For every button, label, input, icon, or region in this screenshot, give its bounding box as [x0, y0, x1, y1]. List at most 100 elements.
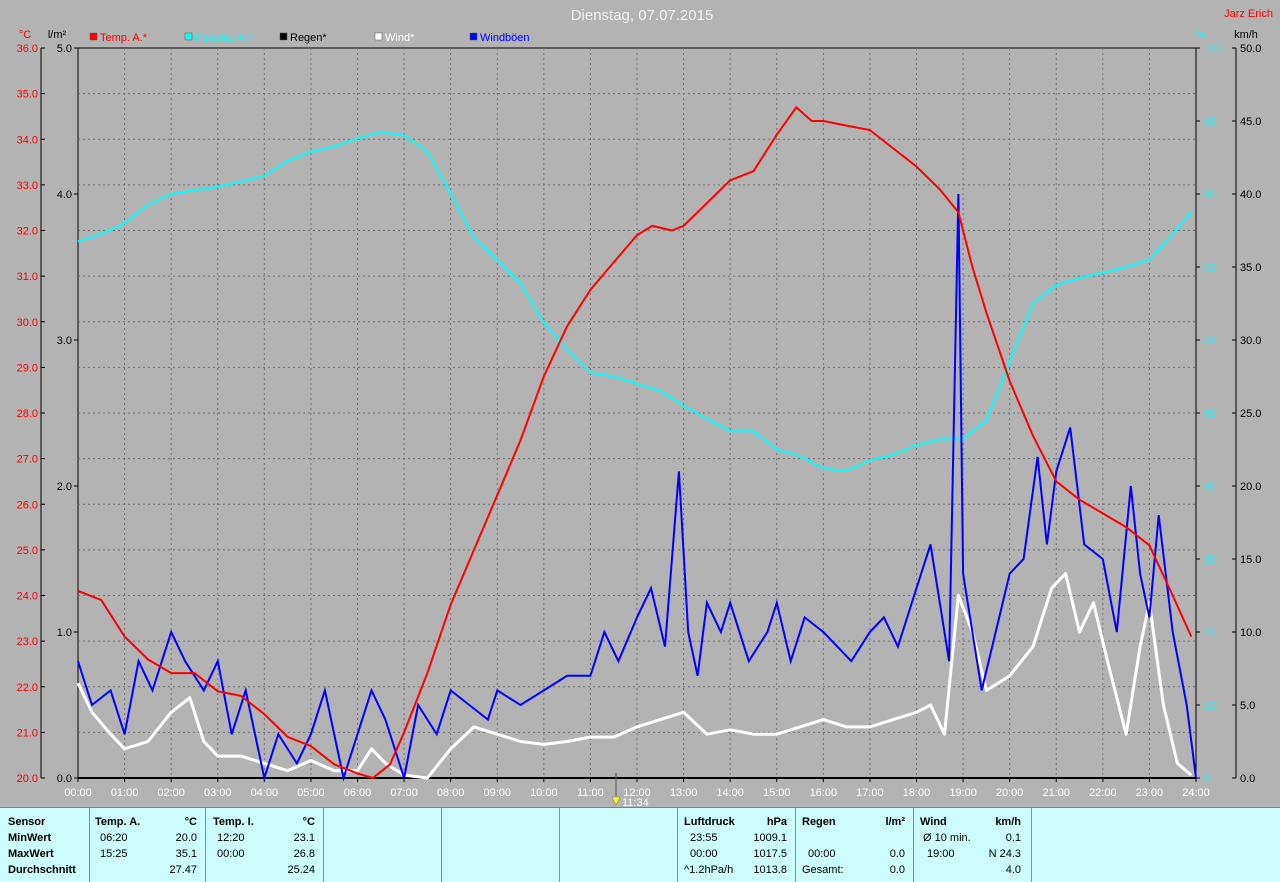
time-axis: 00:00 01:00 02:00 03:00 04:00 05:00 06:00 07:00… — [64, 778, 1210, 799]
temp-tick-label: 35.0 — [17, 89, 38, 101]
time-tick-label: 24:00 — [1182, 787, 1210, 799]
time-marker-label: 11:34 — [622, 797, 649, 807]
time-tick-label: 02:00 — [157, 787, 185, 799]
rain-tick-label: 3.0 — [57, 335, 72, 347]
wind-tick-label: 15.0 — [1240, 554, 1261, 566]
row-labels-column: Sensor MinWert MaxWert Durchschnitt — [0, 808, 90, 882]
time-tick-label: 12:00 — [623, 787, 651, 799]
author-label: Jarz Erich — [1224, 8, 1273, 20]
row-label-avg: Durchschnitt — [8, 864, 76, 876]
time-tick-label: 07:00 — [390, 787, 418, 799]
legend: Temp. A.* Feuchte A.* Regen* Wind* Windböen — [89, 32, 530, 44]
legend-swatch — [469, 32, 478, 41]
time-tick-label: 08:00 — [437, 787, 465, 799]
humidity-tick-label: 60 — [1204, 335, 1216, 347]
time-tick-label: 04:00 — [251, 787, 279, 799]
temp-i-header: Temp. I. — [213, 816, 254, 828]
temp-tick-label: 25.0 — [17, 545, 38, 557]
rain-tick-label: 5.0 — [57, 43, 72, 55]
temp-tick-label: 31.0 — [17, 271, 38, 283]
time-tick-label: 06:00 — [344, 787, 372, 799]
humidity-tick-label: 10 — [1204, 700, 1216, 712]
time-tick-label: 17:00 — [856, 787, 884, 799]
wind-header: Wind — [920, 816, 947, 828]
temp-a-max: 35.1 — [175, 848, 197, 860]
wind-tick-label: 30.0 — [1240, 335, 1261, 347]
regen-column: Regen l/m² 00:00 0.0 Gesamt: 0.0 — [796, 808, 914, 882]
wind-tick-label: 40.0 — [1240, 189, 1261, 201]
luftdruck-trend: ^1.2hPa/h — [684, 864, 734, 876]
series-line-wind — [76, 572, 1193, 780]
temp-tick-label: 30.0 — [17, 317, 38, 329]
rain-tick-label: 2.0 — [57, 481, 72, 493]
time-tick-label: 05:00 — [297, 787, 325, 799]
empty-column-3 — [560, 808, 678, 882]
humidity-tick-label: 50 — [1204, 408, 1216, 420]
regen-value: 0.0 — [889, 848, 905, 860]
legend-swatch — [279, 32, 288, 41]
temp-a-max-time: 15:25 — [100, 848, 128, 860]
wind-max: N 24.3 — [988, 848, 1021, 860]
empty-column-1 — [324, 808, 442, 882]
regen-total: 0.0 — [889, 864, 905, 876]
temp-unit-label: °C — [19, 29, 31, 41]
time-tick-label: 03:00 — [204, 787, 232, 799]
series-line-feuchte-a — [77, 131, 1193, 472]
regen-header: Regen — [802, 816, 836, 828]
legend-label: Temp. A.* — [100, 32, 148, 44]
humidity-unit-label: % — [1196, 29, 1206, 41]
humidity-tick-label: 70 — [1204, 262, 1216, 274]
temp-a-unit: °C — [184, 816, 197, 828]
luftdruck-avg: 1013.8 — [753, 864, 787, 876]
time-tick-label: 14:00 — [716, 787, 744, 799]
luftdruck-header: Luftdruck — [684, 816, 735, 828]
legend-swatch — [89, 32, 98, 41]
rain-unit-label: l/m² — [48, 29, 67, 41]
right-axes: 0 10 20 30 40 50 60 70 80 90 100 0.0 5.0 10.0 15.0 20.0… — [1196, 43, 1261, 785]
luftdruck-min-time: 23:55 — [690, 832, 718, 844]
temp-i-min: 23.1 — [293, 832, 315, 844]
wind-tick-label: 5.0 — [1240, 700, 1255, 712]
time-tick-label: 22:00 — [1089, 787, 1117, 799]
humidity-tick-label: 40 — [1204, 481, 1216, 493]
time-tick-label: 11:00 — [577, 787, 604, 799]
temp-i-avg: 25.24 — [287, 864, 315, 876]
temp-tick-label: 32.0 — [17, 226, 38, 238]
wind-avg10: 0.1 — [1005, 832, 1021, 844]
grid-lines — [78, 48, 1196, 778]
legend-swatch — [184, 32, 193, 41]
wind-tick-label: 35.0 — [1240, 262, 1261, 274]
wind-tick-label: 10.0 — [1240, 627, 1261, 639]
wind-tick-label: 45.0 — [1240, 116, 1261, 128]
empty-column-2 — [442, 808, 560, 882]
wind-column: Wind km/h Ø 10 min. 0.1 19:00 N 24.3 4.0 — [914, 808, 1032, 882]
regen-total-label: Gesamt: — [802, 864, 844, 876]
legend-swatch — [374, 32, 383, 41]
chart-title: Dienstag, 07.07.2015 — [571, 7, 714, 24]
time-tick-label: 15:00 — [763, 787, 791, 799]
luftdruck-unit: hPa — [766, 816, 787, 828]
humidity-tick-label: 0 — [1204, 773, 1210, 785]
luftdruck-max: 1017.5 — [753, 848, 787, 860]
rain-tick-label: 4.0 — [57, 189, 72, 201]
temp-tick-label: 20.0 — [17, 773, 38, 785]
series-line-temp-a — [77, 106, 1193, 779]
wind-avg10-label: Ø 10 min. — [923, 832, 971, 844]
temp-tick-label: 24.0 — [17, 591, 38, 603]
row-label-min: MinWert — [8, 832, 52, 844]
time-tick-label: 01:00 — [111, 787, 139, 799]
time-tick-label: 18:00 — [903, 787, 931, 799]
temp-tick-label: 29.0 — [17, 362, 38, 374]
temp-tick-label: 21.0 — [17, 727, 38, 739]
sensor-summary-panel: Sensor MinWert MaxWert Durchschnitt Temp… — [0, 807, 1280, 882]
time-tick-label: 00:00 — [64, 787, 92, 799]
wind-unit-label: km/h — [1234, 29, 1258, 41]
time-tick-label: 10:00 — [530, 787, 558, 799]
regen-time: 00:00 — [808, 848, 836, 860]
temp-tick-label: 26.0 — [17, 499, 38, 511]
temp-i-unit: °C — [302, 816, 315, 828]
wind-tick-label: 50.0 — [1240, 43, 1261, 55]
humidity-tick-label: 80 — [1204, 189, 1216, 201]
time-tick-label: 13:00 — [670, 787, 698, 799]
humidity-tick-label: 30 — [1204, 554, 1216, 566]
